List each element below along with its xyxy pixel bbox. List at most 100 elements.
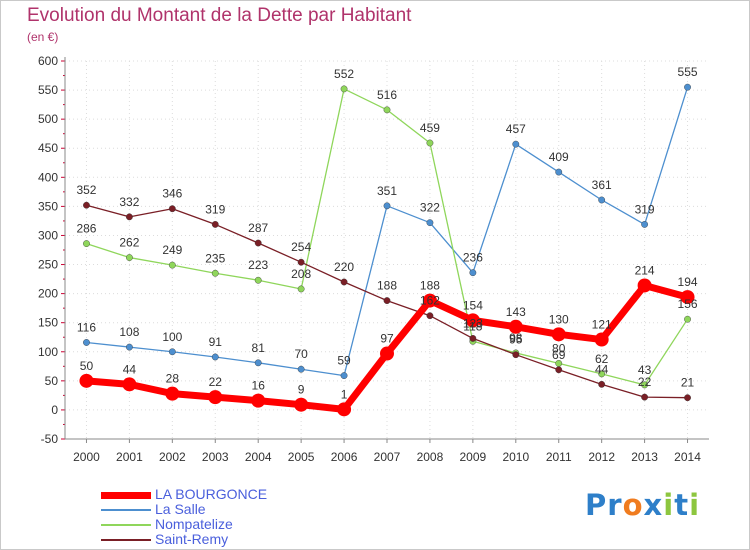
data-label-0: 143 [506,305,526,319]
brand-letter: r [607,488,623,522]
y-tick-label: 50 [45,374,59,388]
brand-letter: i [663,488,675,522]
data-point-3 [469,334,477,342]
data-point-0 [594,332,609,347]
y-tick-label: 350 [38,199,58,213]
data-point-0 [637,278,652,293]
data-point-1 [125,343,133,351]
data-label-3: 69 [552,348,566,362]
y-tick-label: -50 [41,432,59,446]
data-label-2: 262 [119,236,139,250]
data-point-0 [251,393,266,408]
data-point-3 [254,239,262,247]
data-point-0 [465,313,480,328]
data-point-2 [426,139,434,147]
data-point-0 [79,373,94,388]
x-tick-label: 2002 [159,450,186,464]
data-point-0 [380,346,394,361]
data-label-1: 236 [463,251,483,265]
data-point-0 [680,290,695,305]
data-label-0: 1 [341,387,348,401]
y-tick-label: 0 [51,403,58,417]
data-point-3 [641,393,648,401]
y-tick-label: 600 [38,54,58,68]
legend-swatch [101,509,151,511]
data-label-2: 156 [678,297,698,311]
data-label-2: 80 [552,341,566,355]
data-label-1: 108 [119,325,139,339]
data-label-2: 459 [420,121,440,135]
data-label-0: 44 [123,362,137,376]
data-point-0 [122,377,137,392]
data-label-0: 154 [463,298,483,312]
data-label-2: 286 [76,222,96,236]
data-point-2 [83,240,90,248]
legend-label: Saint-Remy [155,531,229,547]
data-point-1 [340,372,348,380]
data-point-3 [297,258,305,266]
data-point-3 [168,205,176,213]
x-tick-label: 2008 [417,450,444,464]
data-point-0 [165,386,180,401]
data-label-1: 555 [678,65,698,79]
data-label-1: 59 [337,354,351,368]
data-label-1: 319 [635,202,655,216]
x-tick-label: 2005 [288,450,315,464]
data-point-1 [684,83,691,91]
data-point-0 [208,390,223,405]
data-label-3: 123 [463,316,483,330]
x-tick-label: 2012 [588,450,615,464]
y-tick-label: 250 [38,258,58,272]
data-point-0 [508,319,523,334]
data-label-1: 322 [420,201,440,215]
y-tick-label: 200 [38,287,58,301]
y-tick-label: 400 [38,170,58,184]
data-point-3 [426,312,434,320]
data-label-0: 16 [252,379,266,393]
data-point-1 [426,219,434,227]
data-point-2 [297,285,305,293]
data-label-0: 28 [166,372,180,386]
legend-label: Nompatelize [155,516,233,532]
data-label-1: 351 [377,184,397,198]
y-tick-label: 550 [38,83,58,97]
data-point-1 [211,353,219,361]
data-point-2 [211,269,219,277]
data-label-2: 208 [291,267,311,281]
brand-letter: o [622,488,644,522]
data-label-2: 118 [463,319,482,333]
data-point-1 [598,196,606,204]
data-label-3: 44 [595,362,609,376]
data-point-2 [125,254,133,261]
data-point-3 [555,366,563,374]
data-label-1: 100 [162,330,182,344]
data-label-3: 352 [76,183,96,197]
chart-unit: (en €) [27,30,59,44]
data-label-2: 249 [162,243,182,257]
data-label-2: 43 [638,363,652,377]
brand-logo: Proxiti [585,488,700,522]
data-point-0 [551,327,566,342]
x-tick-label: 2000 [73,450,100,464]
data-point-0 [337,402,352,417]
legend-label: LA BOURGONCE [155,486,268,502]
data-label-0: 22 [209,375,223,389]
x-tick-label: 2003 [202,450,229,464]
data-label-1: 409 [549,150,569,164]
x-tick-label: 2010 [502,450,529,464]
x-tick-label: 2007 [374,450,401,464]
y-tick-label: 300 [38,228,58,242]
data-point-3 [83,201,90,209]
data-label-1: 116 [77,320,96,334]
data-label-1: 70 [294,347,308,361]
data-point-3 [684,394,691,402]
x-tick-label: 2009 [460,450,487,464]
legend-swatch [101,524,151,526]
data-label-3: 287 [248,221,268,235]
data-label-2: 223 [248,258,268,272]
data-point-0 [422,293,437,308]
data-label-2: 98 [509,331,523,345]
data-point-3 [383,297,391,304]
data-point-1 [254,359,262,367]
